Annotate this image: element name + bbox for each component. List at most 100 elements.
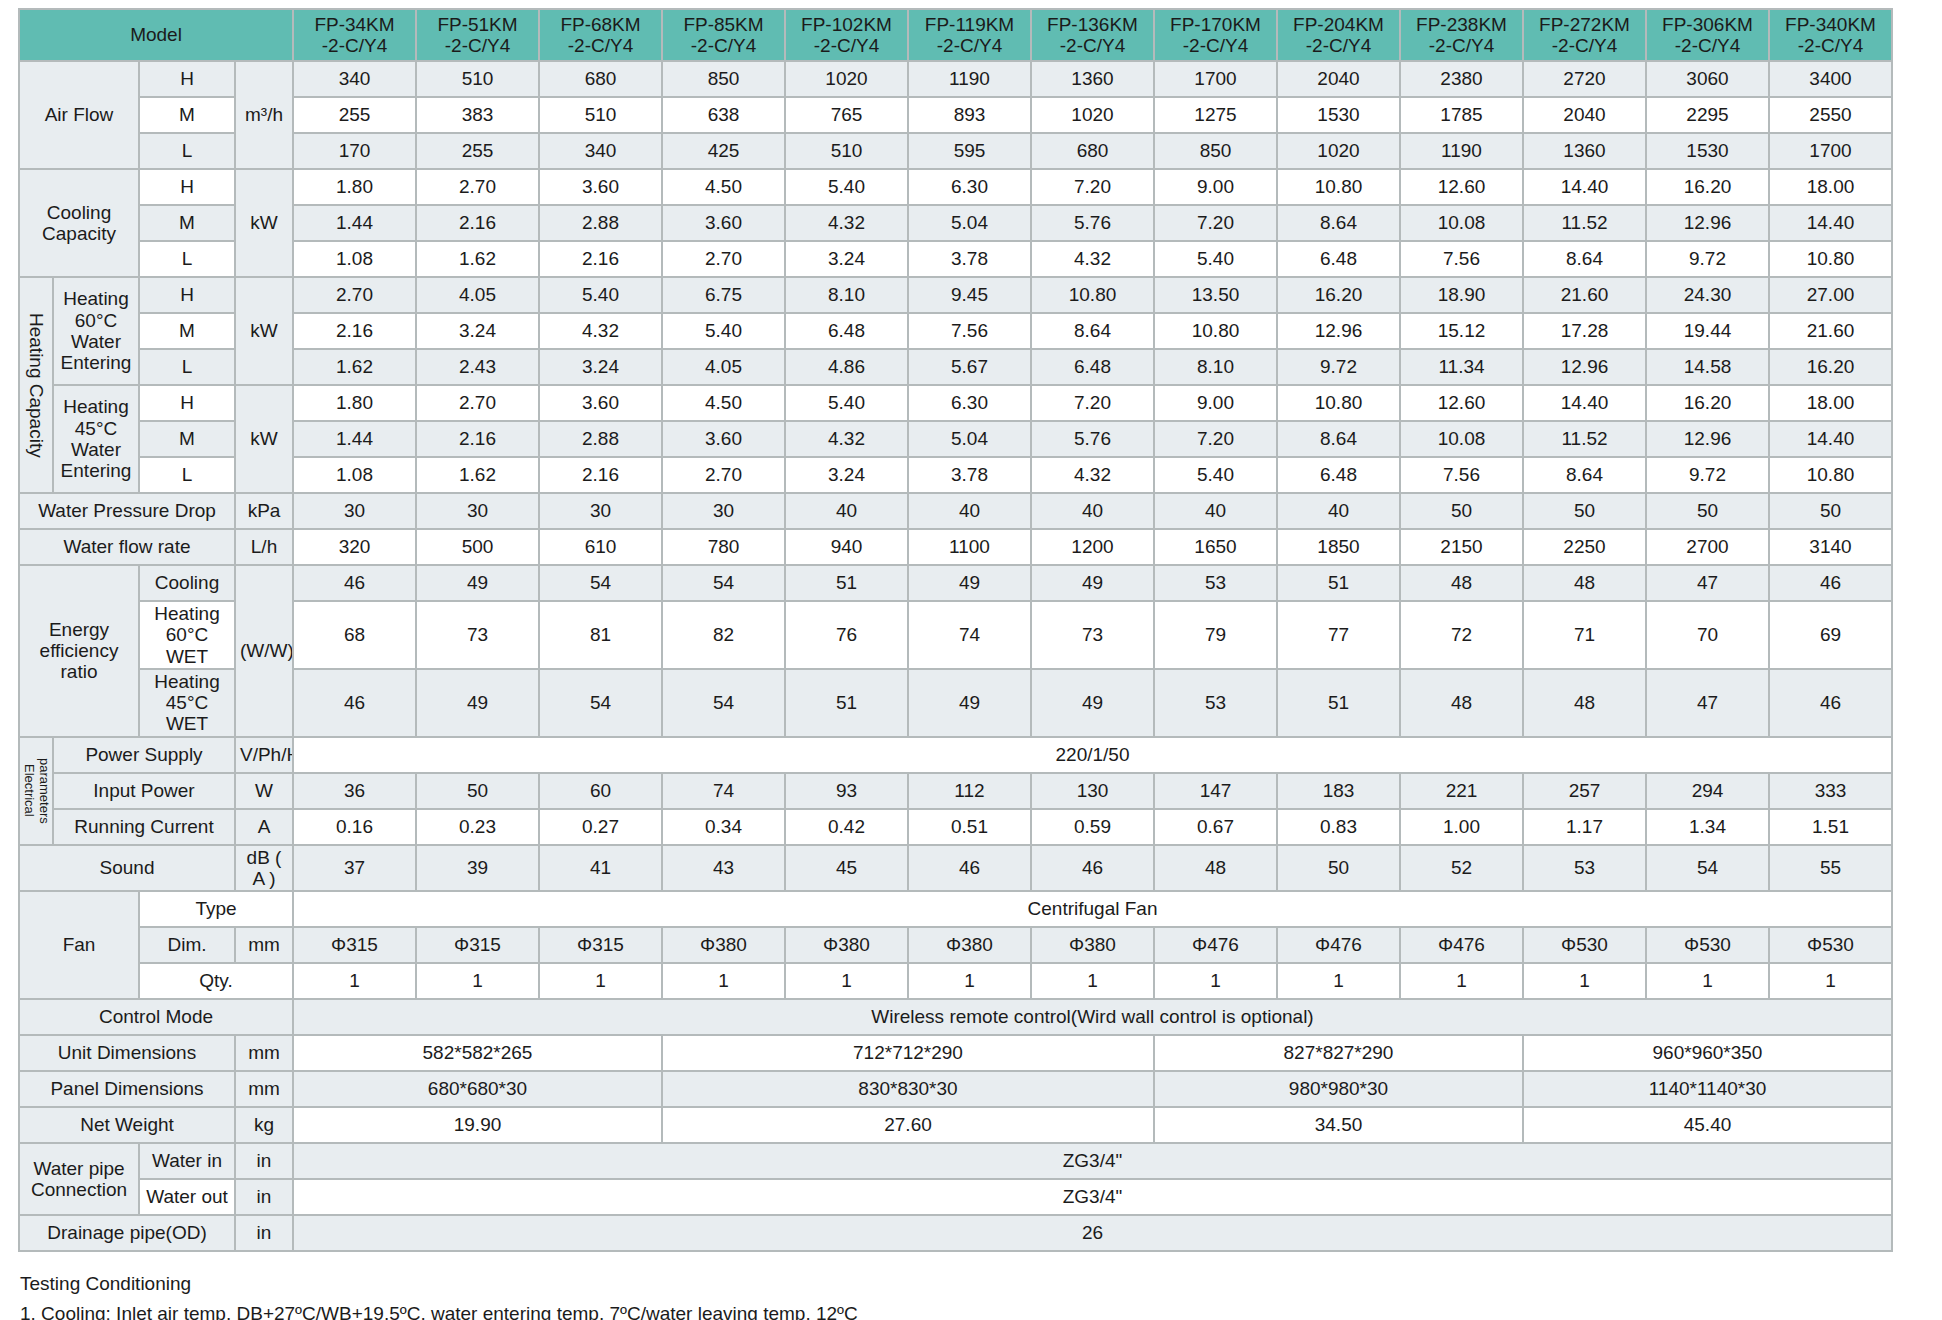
airflow-h-value-3: 850: [662, 61, 785, 97]
eer-heating60-value-6: 73: [1031, 601, 1154, 669]
row-heating45-m: M1.442.162.883.604.325.045.767.208.6410.…: [19, 421, 1892, 457]
sound-value-12: 55: [1769, 845, 1892, 892]
airflow-l-value-4: 510: [785, 133, 908, 169]
airflow-m-value-5: 893: [908, 97, 1031, 133]
heating45-h-value-9: 12.60: [1400, 385, 1523, 421]
spec-table-body: ModelFP-34KM -2-C/Y4FP-51KM -2-C/Y4FP-68…: [19, 9, 1892, 1251]
heating60-m-value-3: 5.40: [662, 313, 785, 349]
running-current-value-3: 0.34: [662, 809, 785, 845]
running-current-value-2: 0.27: [539, 809, 662, 845]
heating45-h-value-5: 6.30: [908, 385, 1031, 421]
panel-dimensions-cell-4: 980*980*30: [1154, 1071, 1523, 1107]
row-airflow-m: M255383510638765893102012751530178520402…: [19, 97, 1892, 133]
heating60-l-value-8: 9.72: [1277, 349, 1400, 385]
sound-value-4: 45: [785, 845, 908, 892]
eer-cooling-value-7: 53: [1154, 565, 1277, 601]
airflow-h-value-12: 3400: [1769, 61, 1892, 97]
water-out-cell-0: Water out: [139, 1179, 235, 1215]
fan-dim-value-2: Φ315: [539, 927, 662, 963]
power-supply-cell-0: Electrical parameters: [19, 737, 53, 845]
eer-heating45-value-1: 49: [416, 669, 539, 737]
water-in-cell-0: Water pipe Connection: [19, 1143, 139, 1215]
fan-type-cell-1: Type: [139, 891, 293, 927]
cooling-m-value-0: 1.44: [293, 205, 416, 241]
water-flow-rate-value-6: 1200: [1031, 529, 1154, 565]
airflow-h-value-9: 2380: [1400, 61, 1523, 97]
water-pressure-drop-value-1: 30: [416, 493, 539, 529]
panel-dimensions-cell-5: 1140*1140*30: [1523, 1071, 1892, 1107]
heating60-m-value-11: 19.44: [1646, 313, 1769, 349]
cooling-m-value-3: 3.60: [662, 205, 785, 241]
water-flow-rate-value-5: 1100: [908, 529, 1031, 565]
airflow-m-value-11: 2295: [1646, 97, 1769, 133]
eer-heating60-value-7: 79: [1154, 601, 1277, 669]
water-pressure-drop-value-3: 30: [662, 493, 785, 529]
airflow-l-value-10: 1360: [1523, 133, 1646, 169]
water-flow-rate-cell-1: L/h: [235, 529, 293, 565]
heating60-h-value-0: 2.70: [293, 277, 416, 313]
eer-cooling-cell-0: Energy efficiency ratio: [19, 565, 139, 737]
heating45-h-value-4: 5.40: [785, 385, 908, 421]
cooling-h-value-11: 16.20: [1646, 169, 1769, 205]
fan-dim-value-3: Φ380: [662, 927, 785, 963]
row-water-pressure-drop: Water Pressure DropkPa303030304040404040…: [19, 493, 1892, 529]
heating60-l-value-12: 16.20: [1769, 349, 1892, 385]
heating45-m-value-6: 5.76: [1031, 421, 1154, 457]
running-current-value-4: 0.42: [785, 809, 908, 845]
cooling-m-value-4: 4.32: [785, 205, 908, 241]
heating45-h-value-0: 1.80: [293, 385, 416, 421]
eer-cooling-value-0: 46: [293, 565, 416, 601]
heating45-l-value-6: 4.32: [1031, 457, 1154, 493]
heating45-h-value-11: 16.20: [1646, 385, 1769, 421]
heating60-h-cell-1: Heating 60°C Water Entering: [53, 277, 139, 385]
eer-heating60-value-12: 69: [1769, 601, 1892, 669]
airflow-l-cell-0: L: [139, 133, 235, 169]
heating60-m-value-8: 12.96: [1277, 313, 1400, 349]
fan-dim-value-4: Φ380: [785, 927, 908, 963]
eer-cooling-value-6: 49: [1031, 565, 1154, 601]
models-cell-8: FP-170KM -2-C/Y4: [1154, 9, 1277, 61]
panel-dimensions-cell-1: mm: [235, 1071, 293, 1107]
eer-cooling-value-4: 51: [785, 565, 908, 601]
airflow-h-value-7: 1700: [1154, 61, 1277, 97]
heating60-h-value-5: 9.45: [908, 277, 1031, 313]
heating45-h-value-6: 7.20: [1031, 385, 1154, 421]
fan-qty-value-4: 1: [785, 963, 908, 999]
power-supply-cell-3: 220/1/50: [293, 737, 1892, 773]
cooling-l-cell-0: L: [139, 241, 235, 277]
input-power-value-9: 221: [1400, 773, 1523, 809]
running-current-value-8: 0.83: [1277, 809, 1400, 845]
heating45-l-value-10: 8.64: [1523, 457, 1646, 493]
fan-dim-value-10: Φ530: [1523, 927, 1646, 963]
unit-dimensions-cell-4: 827*827*290: [1154, 1035, 1523, 1071]
models-cell-12: FP-306KM -2-C/Y4: [1646, 9, 1769, 61]
airflow-m-cell-0: M: [139, 97, 235, 133]
heating45-m-value-5: 5.04: [908, 421, 1031, 457]
row-models: ModelFP-34KM -2-C/Y4FP-51KM -2-C/Y4FP-68…: [19, 9, 1892, 61]
airflow-m-value-2: 510: [539, 97, 662, 133]
eer-heating60-value-8: 77: [1277, 601, 1400, 669]
fan-qty-value-12: 1: [1769, 963, 1892, 999]
cooling-l-value-2: 2.16: [539, 241, 662, 277]
models-cell-6: FP-119KM -2-C/Y4: [908, 9, 1031, 61]
cooling-l-value-0: 1.08: [293, 241, 416, 277]
cooling-h-cell-1: H: [139, 169, 235, 205]
heating45-h-cell-1: H: [139, 385, 235, 421]
water-pressure-drop-value-10: 50: [1523, 493, 1646, 529]
row-eer-heating45: Heating 45°C WET464954545149495351484847…: [19, 669, 1892, 737]
row-net-weight: Net Weightkg19.9027.6034.5045.40: [19, 1107, 1892, 1143]
net-weight-cell-0: Net Weight: [19, 1107, 235, 1143]
input-power-value-11: 294: [1646, 773, 1769, 809]
input-power-value-10: 257: [1523, 773, 1646, 809]
heating45-m-value-7: 7.20: [1154, 421, 1277, 457]
water-pressure-drop-cell-1: kPa: [235, 493, 293, 529]
cooling-l-value-3: 2.70: [662, 241, 785, 277]
eer-heating45-value-10: 48: [1523, 669, 1646, 737]
heating60-l-cell-0: L: [139, 349, 235, 385]
fan-qty-value-0: 1: [293, 963, 416, 999]
sound-value-5: 46: [908, 845, 1031, 892]
eer-heating60-value-2: 81: [539, 601, 662, 669]
cooling-m-value-5: 5.04: [908, 205, 1031, 241]
airflow-m-value-9: 1785: [1400, 97, 1523, 133]
heating45-l-cell-0: L: [139, 457, 235, 493]
